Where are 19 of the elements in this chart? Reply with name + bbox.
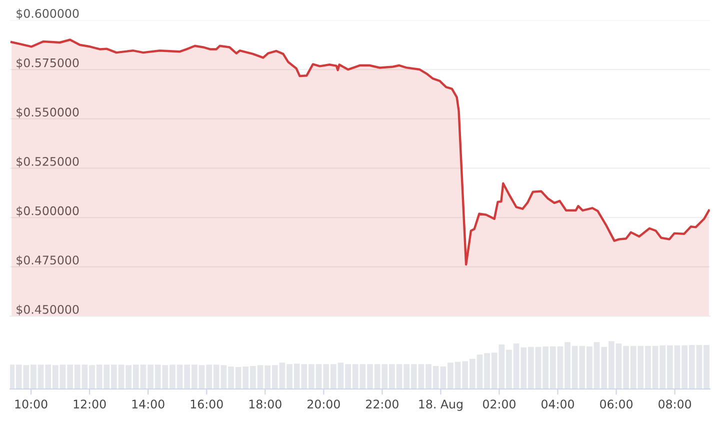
- y-tick-label: $0.550000: [16, 107, 79, 118]
- x-tick-label: 16:00: [190, 400, 223, 409]
- x-tick-label: 08:00: [658, 400, 692, 409]
- x-tick-label: 20:00: [308, 400, 340, 409]
- x-tick-label: 18:00: [249, 400, 282, 409]
- x-tick-label: 06:00: [600, 400, 633, 409]
- x-tick-label: 04:00: [542, 400, 574, 409]
- y-tick-label: $0.500000: [16, 206, 79, 217]
- x-tick-label: 14:00: [132, 400, 164, 409]
- y-tick-label: $0.575000: [16, 58, 79, 69]
- y-tick-label: $0.600000: [16, 8, 79, 20]
- y-tick-label: $0.525000: [16, 156, 79, 168]
- y-tick-label: $0.475000: [16, 255, 79, 266]
- x-tick-label: 18. Aug: [419, 400, 462, 411]
- x-tick-label: 12:00: [74, 400, 106, 409]
- y-tick-label: $0.450000: [16, 304, 79, 316]
- x-tick-label: 22:00: [366, 400, 398, 409]
- x-tick-label: 10:00: [15, 400, 48, 409]
- x-tick-label: 02:00: [483, 400, 516, 409]
